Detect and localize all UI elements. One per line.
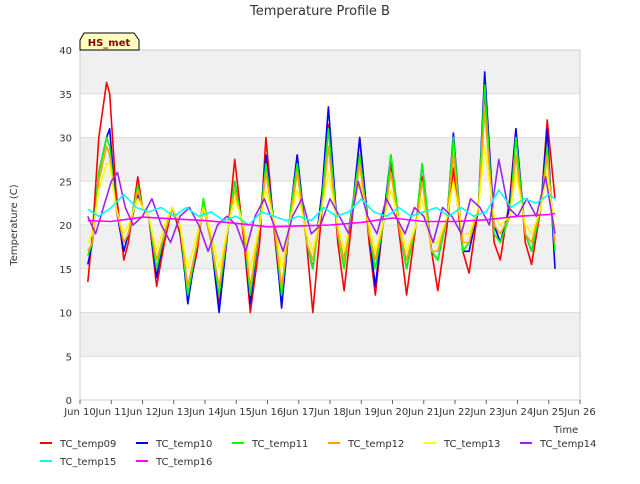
x-tick-label: Jun 26: [563, 407, 596, 418]
chart-title: Temperature Profile B: [249, 4, 390, 19]
series-line-TC_temp16: [87, 212, 556, 228]
y-tick-label: 0: [66, 396, 72, 407]
y-tick-label: 5: [66, 352, 72, 363]
x-tick-label: Jun 12: [126, 407, 159, 418]
x-axis-label: Time: [553, 425, 578, 436]
x-tick-label: Jun 25: [532, 407, 565, 418]
legend-label-TC_temp16: TC_temp16: [155, 457, 212, 468]
legend-label-TC_temp10: TC_temp10: [155, 439, 212, 450]
y-tick-label: 40: [59, 46, 72, 57]
x-tick-label: Jun 17: [282, 407, 315, 418]
y-tick-label: 20: [59, 221, 72, 232]
station-label-text: HS_met: [88, 38, 131, 49]
legend-label-TC_temp11: TC_temp11: [251, 439, 308, 450]
legend-label-TC_temp09: TC_temp09: [59, 439, 116, 450]
plot-band: [80, 50, 580, 94]
legend-label-TC_temp15: TC_temp15: [59, 457, 116, 468]
x-tick-labels: Jun 10 Jun 11 Jun 12 Jun 13 Jun 14 Jun 15 Jun …: [63, 400, 596, 418]
x-tick-label: Jun 14: [188, 407, 221, 418]
y-tick-label: 35: [59, 90, 72, 101]
x-tick-label: Jun 10: [63, 407, 96, 418]
y-tick-label: 25: [59, 177, 72, 188]
legend-label-TC_temp12: TC_temp12: [347, 439, 404, 450]
x-tick-label: Jun 13: [157, 407, 190, 418]
station-label-box: HS_met: [79, 32, 140, 51]
series-layer: [87, 71, 556, 314]
legend: TC_temp09 TC_temp10 TC_temp11 TC_temp12 TC_t…: [40, 439, 596, 468]
x-tick-label: Jun 16: [251, 407, 284, 418]
y-axis-label: Temperature (C): [9, 184, 20, 266]
y-tick-labels: 0 5 10 15 20 25 30 35 40: [59, 46, 72, 407]
series-line-TC_temp14: [87, 158, 556, 253]
x-tick-label: Jun 11: [94, 407, 127, 418]
y-tick-label: 10: [59, 309, 72, 320]
legend-label-TC_temp13: TC_temp13: [443, 439, 500, 450]
x-tick-label: Jun 15: [219, 407, 252, 418]
x-tick-label: Jun 19: [344, 407, 377, 418]
x-tick-label: Jun 22: [438, 407, 471, 418]
y-tick-label: 15: [59, 265, 72, 276]
y-tick-label: 30: [59, 134, 72, 145]
x-tick-label: Jun 23: [469, 407, 502, 418]
legend-label-TC_temp14: TC_temp14: [539, 439, 596, 450]
x-tick-label: Jun 24: [501, 407, 534, 418]
x-tick-label: Jun 18: [313, 407, 346, 418]
x-tick-label: Jun 21: [407, 407, 440, 418]
x-tick-label: Jun 20: [376, 407, 409, 418]
plot-band: [80, 312, 580, 357]
series-line-TC_temp15: [87, 189, 556, 226]
